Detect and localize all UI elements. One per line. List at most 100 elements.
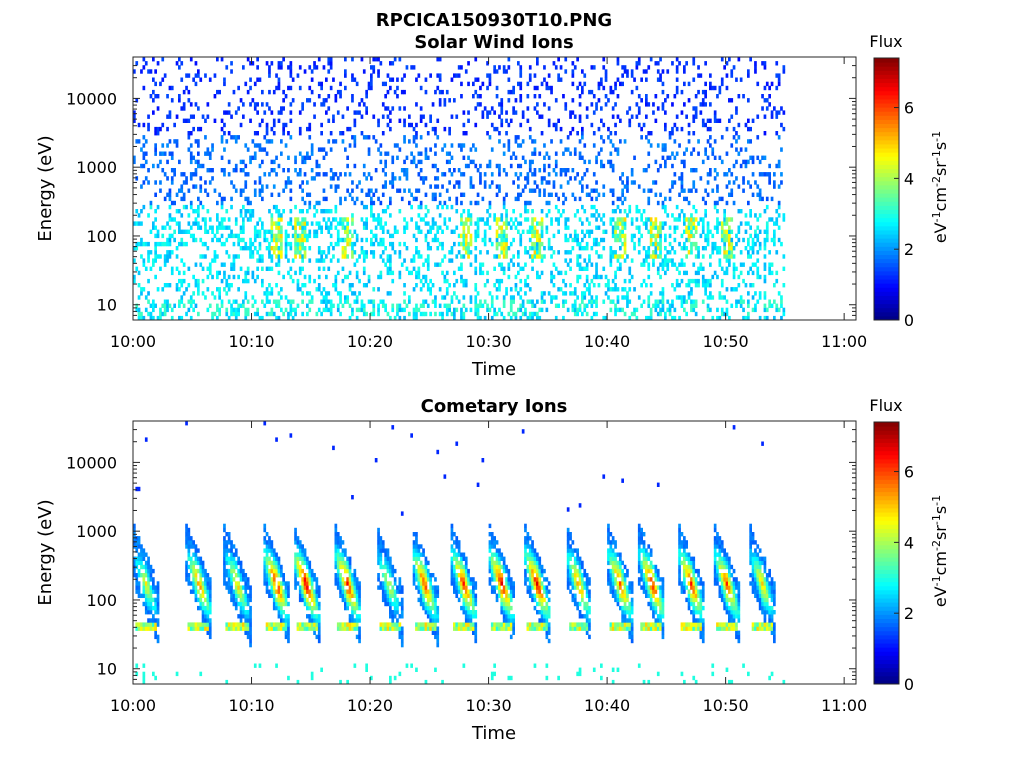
heatmap-cell (335, 283, 338, 287)
heatmap-cell (444, 304, 447, 308)
heatmap-cell (280, 594, 283, 598)
heatmap-cell (282, 98, 285, 102)
heatmap-cell (728, 250, 731, 254)
heatmap-cell (271, 577, 274, 581)
heatmap-cell (645, 98, 648, 102)
heatmap-cell (192, 553, 195, 557)
heatmap-cell (280, 585, 283, 589)
heatmap-cell (247, 209, 250, 213)
heatmap-cell (391, 176, 394, 180)
heatmap-cell (522, 189, 525, 193)
heatmap-cell (591, 65, 594, 69)
heatmap-cell (218, 238, 221, 242)
heatmap-cell (766, 308, 769, 312)
heatmap-cell (318, 250, 321, 254)
heatmap-cell (278, 300, 281, 304)
heatmap-cell (197, 561, 200, 565)
heatmap-cell (536, 275, 539, 279)
heatmap-cell (306, 577, 309, 581)
heatmap-cell (510, 258, 513, 262)
heatmap-cell (493, 267, 496, 271)
heatmap-cell (773, 242, 776, 246)
heatmap-cell (254, 152, 257, 156)
heatmap-cell (306, 238, 309, 242)
heatmap-cell (363, 304, 366, 308)
heatmap-cell (207, 606, 210, 610)
heatmap-cell (372, 300, 375, 304)
heatmap-cell (716, 119, 719, 123)
heatmap-cell (636, 217, 639, 221)
y-tick-label: 10 (97, 296, 117, 315)
heatmap-cell (723, 230, 726, 234)
colorbar-segment (874, 124, 899, 129)
heatmap-cell (294, 585, 297, 589)
heatmap-cell (425, 279, 428, 283)
heatmap-cell (467, 164, 470, 168)
heatmap-cell (583, 73, 586, 77)
heatmap-cell (773, 283, 776, 287)
heatmap-cell (190, 201, 193, 205)
heatmap-cell (192, 221, 195, 225)
heatmap-cell (460, 267, 463, 271)
heatmap-cell (240, 602, 243, 606)
heatmap-cell (733, 127, 736, 131)
heatmap-cell (230, 548, 233, 552)
heatmap-cell (268, 577, 271, 581)
heatmap-cell (465, 279, 468, 283)
heatmap-cell (607, 127, 610, 131)
heatmap-cell (304, 254, 307, 258)
heatmap-cell (700, 102, 703, 106)
heatmap-cell (434, 127, 437, 131)
heatmap-cell (645, 283, 648, 287)
heatmap-cell (702, 279, 705, 283)
heatmap-cell (775, 221, 778, 225)
heatmap-cell (311, 78, 314, 82)
heatmap-cell (240, 565, 243, 569)
heatmap-cell (588, 230, 591, 234)
heatmap-cell (742, 300, 745, 304)
heatmap-cell (439, 90, 442, 94)
heatmap-cell (534, 246, 537, 250)
heatmap-cell (304, 160, 307, 164)
heatmap-cell (726, 250, 729, 254)
heatmap-cell (339, 172, 342, 176)
heatmap-cell (299, 590, 302, 594)
heatmap-cell (223, 287, 226, 291)
heatmap-cell (290, 209, 293, 213)
heatmap-cell (503, 168, 506, 172)
heatmap-cell (178, 300, 181, 304)
heatmap-cell (730, 304, 733, 308)
heatmap-cell (709, 86, 712, 90)
heatmap-cell (517, 250, 520, 254)
heatmap-cell (287, 242, 290, 246)
heatmap-cell (650, 131, 653, 135)
heatmap-cell (140, 565, 143, 569)
heatmap-cell (403, 106, 406, 110)
colorbar-title: Flux (869, 32, 902, 51)
heatmap-cell (621, 65, 624, 69)
heatmap-cell (517, 82, 520, 86)
heatmap-cell (716, 184, 719, 188)
heatmap-cell (147, 569, 150, 573)
heatmap-cell (560, 184, 563, 188)
heatmap-cell (164, 73, 167, 77)
heatmap-cell (730, 230, 733, 234)
heatmap-cell (474, 234, 477, 238)
heatmap-cell (730, 193, 733, 197)
heatmap-cell (161, 57, 164, 61)
heatmap-cell (474, 57, 477, 61)
heatmap-cell (581, 69, 584, 73)
heatmap-cell (510, 156, 513, 160)
heatmap-cell (775, 61, 778, 65)
heatmap-cell (188, 119, 191, 123)
heatmap-cell (145, 160, 148, 164)
heatmap-cell (733, 263, 736, 267)
heatmap-cell (370, 238, 373, 242)
heatmap-cell (579, 304, 582, 308)
heatmap-cell (529, 254, 532, 258)
heatmap-cell (773, 172, 776, 176)
heatmap-cell (425, 123, 428, 127)
heatmap-cell (572, 168, 575, 172)
heatmap-cell (214, 258, 217, 262)
heatmap-cell (299, 548, 302, 552)
